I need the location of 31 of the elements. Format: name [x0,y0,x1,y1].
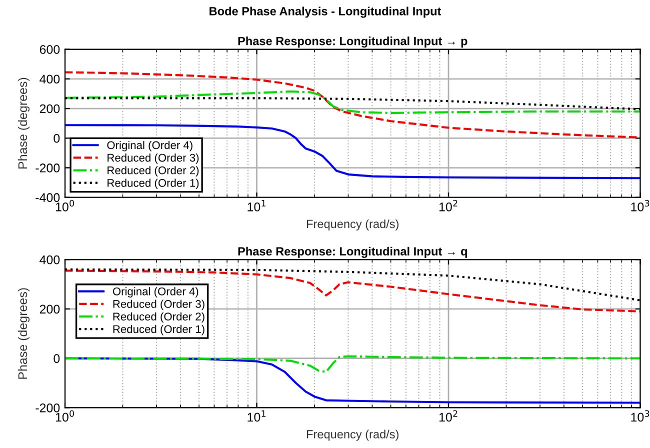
text: Bode Phase Analysis - Longitudinal Input [210,6,442,18]
y-tick-label: 400 [40,255,60,264]
y-tick-label: -200 [36,164,60,172]
x-axis-title: Frequency (rad/s) [307,430,398,441]
legend-label: Original (Order 4) [112,287,198,298]
y-tick-label: -400 [36,193,60,202]
y-tick-label: 0 [54,354,60,363]
x-tick-label: 10$^{2}$ [439,200,458,212]
legend-label: Reduced (Order 2) [113,312,204,323]
x-tick-label: 10$^{1}$ [248,200,266,212]
chart-title: Phase Response: Longitudinal Input → q [238,246,467,258]
legend-label: Reduced (Order 2) [108,166,199,176]
y-axis-title: Phase (degrees) [18,288,30,379]
x-tick-label: 10$^{1}$ [248,410,266,422]
y-tick-label: 200 [40,304,60,314]
x-tick-label: 10$^{3}$ [631,200,650,212]
y-tick-label: 600 [40,45,60,54]
chart-title: Phase Response: Longitudinal Input → p [238,36,468,48]
x-tick-label: 10$^{3}$ [631,410,650,422]
legend-label: Reduced (Order 1) [113,324,204,336]
legend-label: Reduced (Order 3) [113,300,204,310]
legend-label: Original (Order 4) [107,140,192,152]
y-tick-label: 200 [40,104,60,114]
y-tick-label: -200 [36,403,60,412]
y-axis-title: Phase (degrees) [18,78,30,169]
legend-label: Reduced (Order 1) [108,178,199,190]
x-tick-label: 10$^{2}$ [439,410,458,422]
legend-label: Reduced (Order 3) [108,154,199,164]
x-axis-title: Frequency (rad/s) [307,219,398,230]
y-tick-label: 0 [54,134,60,143]
y-tick-label: 400 [40,74,60,84]
